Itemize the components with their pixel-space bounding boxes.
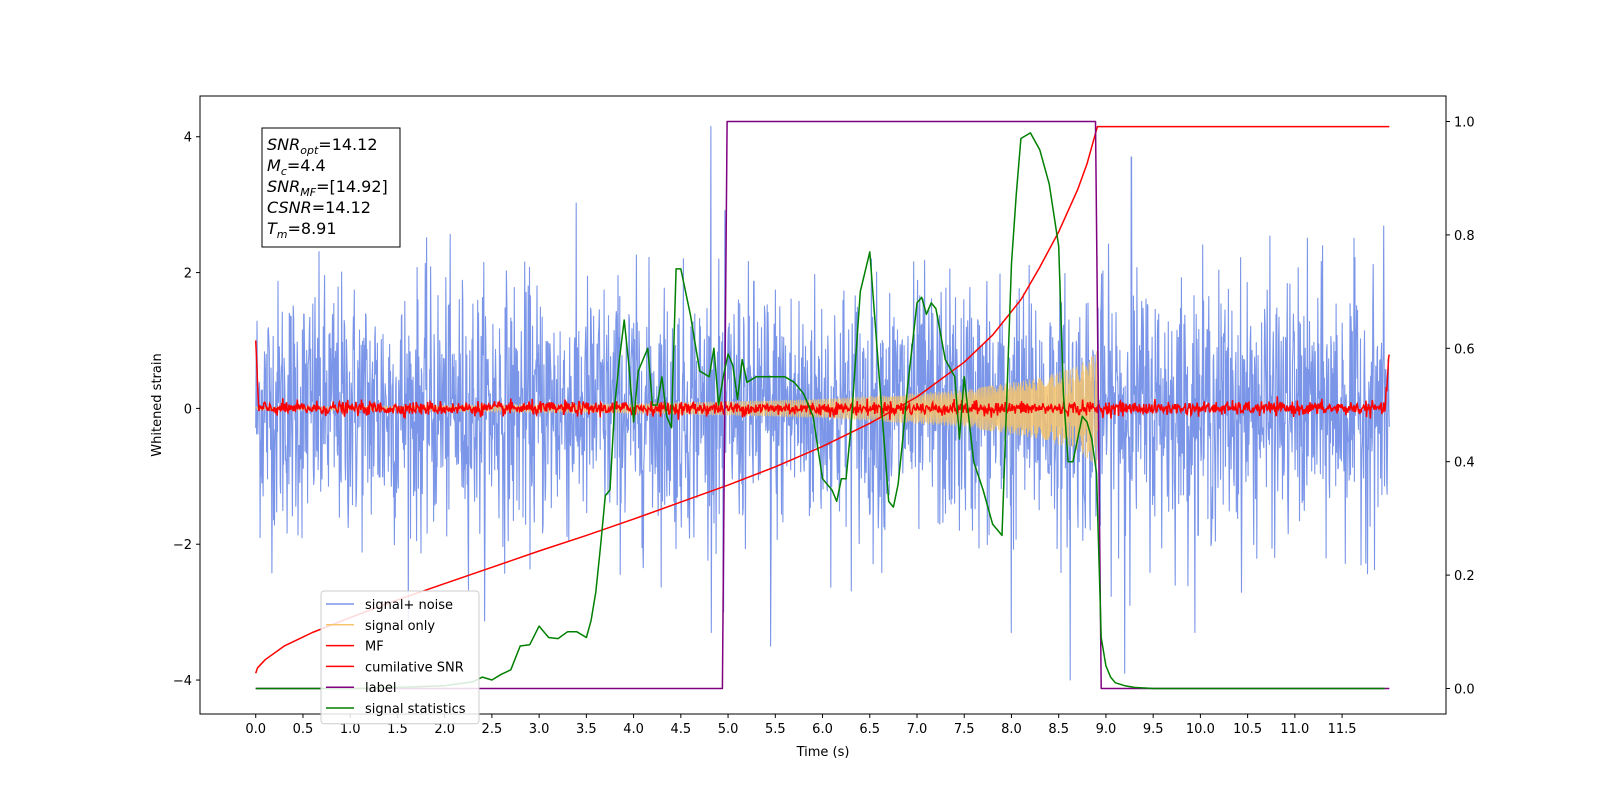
x-tick-label: 4.0 <box>623 722 644 737</box>
annotation-line: CSNR=14.12 <box>267 198 371 217</box>
legend-frame <box>320 590 480 725</box>
x-axis: 0.0 0.5 1.0 1.5 2.0 2.5 3.0 3.5 4.0 4.5 5.0 5.5 6.0 6… <box>245 714 1357 737</box>
y2-tick-label: 0.4 <box>1454 456 1475 471</box>
legend-entry: label <box>365 681 396 696</box>
series-line-0 <box>255 126 1390 681</box>
y-axis-left: −4 −2 0 2 4 <box>173 131 200 689</box>
series-line-5 <box>255 132 1385 690</box>
x-tick-label: 10.0 <box>1186 722 1215 737</box>
y2-tick-label: 0.2 <box>1454 569 1475 584</box>
y-tick-label: 4 <box>184 131 192 146</box>
x-tick-label: 3.5 <box>576 722 597 737</box>
x-tick-label: 11.0 <box>1280 722 1309 737</box>
y-axis-label: Whitened strain <box>150 353 165 456</box>
annotation-frame <box>261 127 401 248</box>
annotation-line: SNRopt=14.12 <box>267 135 378 157</box>
y2-tick-label: 0.8 <box>1454 229 1475 244</box>
y-axis-right: 0.0 0.2 0.4 0.6 0.8 1.0 <box>1446 116 1475 697</box>
x-tick-label: 8.5 <box>1048 722 1069 737</box>
y2-tick-label: 1.0 <box>1454 116 1475 131</box>
x-tick-label: 5.5 <box>765 722 786 737</box>
annotation-box: SNRopt=14.12Mc=4.4SNRMF=[14.92]CSNR=14.1… <box>261 127 401 248</box>
x-tick-label: 0.5 <box>293 722 314 737</box>
x-tick-label: 6.5 <box>859 722 880 737</box>
legend-entry: signal statistics <box>365 702 466 717</box>
x-axis-label: Time (s) <box>796 745 850 760</box>
x-tick-label: 2.0 <box>434 722 455 737</box>
x-tick-label: 10.5 <box>1233 722 1262 737</box>
annotation-line: Tm=8.91 <box>267 219 337 241</box>
legend-entry: signal only <box>365 619 435 634</box>
x-tick-label: 2.5 <box>482 722 503 737</box>
legend: signal+ noise signal only MF cumilative SNR… <box>320 590 480 725</box>
y-tick-label: −4 <box>173 674 192 689</box>
x-tick-label: 0.0 <box>245 722 266 737</box>
x-tick-label: 1.5 <box>387 722 408 737</box>
x-tick-label: 4.5 <box>670 722 691 737</box>
x-tick-label: 5.0 <box>718 722 739 737</box>
y2-tick-label: 0.6 <box>1454 342 1475 357</box>
x-tick-label: 6.0 <box>812 722 833 737</box>
x-tick-label: 1.0 <box>340 722 361 737</box>
series-line-2 <box>254 340 1391 420</box>
annotation-line: Mc=4.4 <box>267 156 326 178</box>
y-tick-label: 0 <box>184 402 192 417</box>
y-tick-label: 2 <box>184 267 192 282</box>
x-tick-label: 3.0 <box>529 722 550 737</box>
x-tick-label: 8.0 <box>1001 722 1022 737</box>
x-tick-label: 9.5 <box>1143 722 1164 737</box>
x-tick-label: 11.5 <box>1328 722 1357 737</box>
x-tick-label: 7.0 <box>907 722 928 737</box>
annotation-line: SNRMF=[14.92] <box>267 177 388 199</box>
x-tick-label: 7.5 <box>954 722 975 737</box>
legend-entry: cumilative SNR <box>365 660 464 675</box>
x-tick-label: 9.0 <box>1096 722 1117 737</box>
legend-entry: MF <box>365 640 384 655</box>
legend-entry: signal+ noise <box>365 598 453 613</box>
y-tick-label: −2 <box>173 538 192 553</box>
y2-tick-label: 0.0 <box>1454 682 1475 697</box>
